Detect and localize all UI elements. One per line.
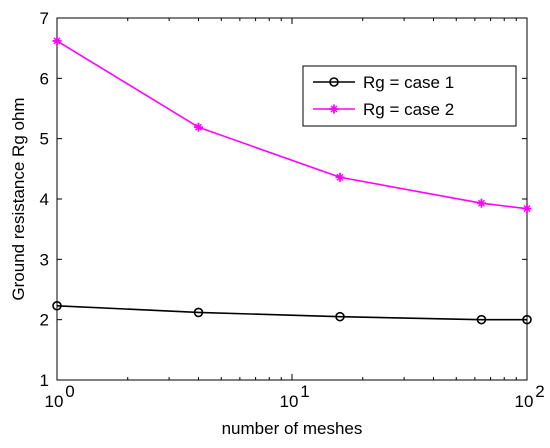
legend-marker-2 [329, 104, 339, 114]
y-tick-label: 3 [40, 250, 49, 269]
series-1-point [335, 311, 345, 322]
y-tick-label: 4 [40, 190, 49, 209]
legend-label-1: Rg = case 1 [363, 73, 454, 92]
y-tick-label: 6 [40, 69, 49, 88]
y-tick-label: 5 [40, 130, 49, 149]
series-layer [52, 36, 532, 325]
series-1-point [52, 300, 62, 311]
x-tick-exponent: 1 [300, 382, 309, 401]
legend-marker-1 [329, 77, 339, 87]
series-line-1 [56, 304, 527, 321]
y-tick-label: 1 [40, 371, 49, 390]
series-2-point [522, 204, 532, 214]
series-1-point [476, 314, 487, 325]
x-tick-exponent: 2 [535, 382, 544, 401]
series-2-point [476, 198, 486, 208]
x-axis-title: number of meshes [222, 419, 363, 438]
series-2-point [335, 172, 345, 182]
series-2-point [52, 36, 62, 46]
y-axis-ticks: 1 2 3 4 5 6 7 [40, 9, 527, 390]
series-1-point [522, 314, 532, 325]
x-tick-exponent: 0 [65, 382, 74, 401]
legend-label-2: Rg = case 2 [363, 100, 454, 119]
legend-box [302, 65, 517, 127]
x-tick-label: 10 [280, 392, 299, 411]
series-2-point [193, 122, 203, 132]
x-tick-label: 10 [45, 392, 64, 411]
y-axis-title: Ground resistance Rg ohm [9, 97, 28, 300]
y-tick-label: 2 [40, 311, 49, 330]
y-tick-label: 7 [40, 9, 49, 28]
series-1-point [193, 307, 204, 318]
legend: Rg = case 1 Rg = case 2 [302, 65, 517, 127]
x-tick-label: 10 [515, 392, 534, 411]
